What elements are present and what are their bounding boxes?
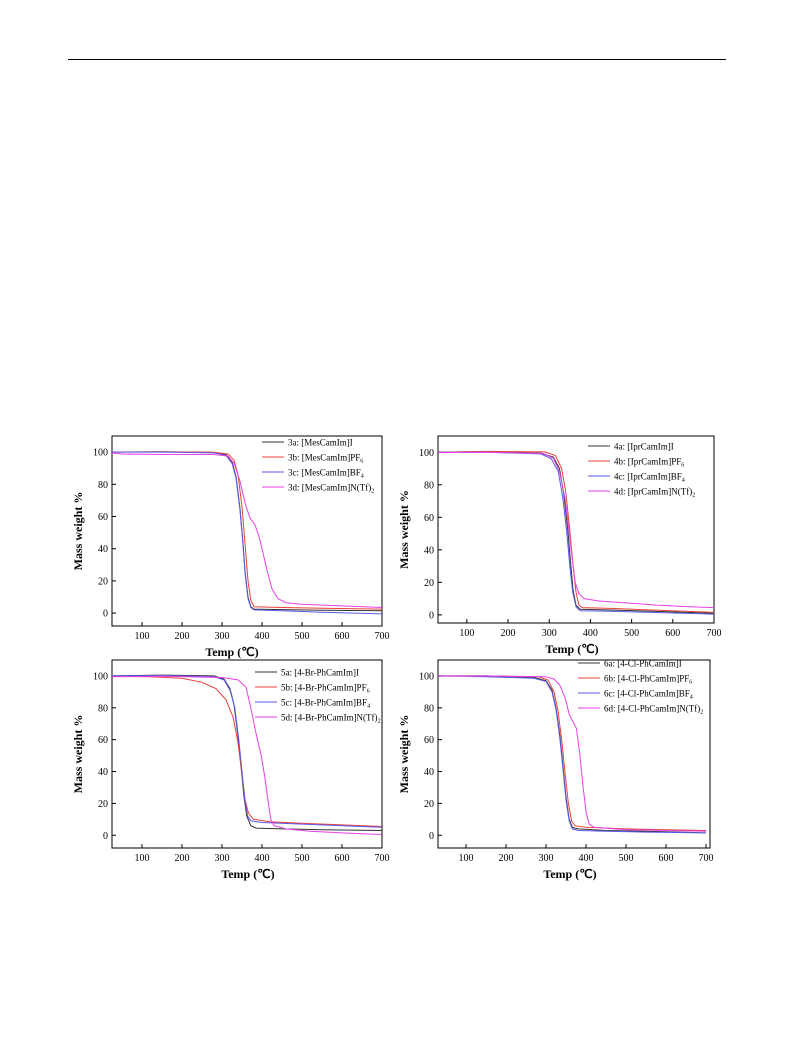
series-line-3b bbox=[111, 451, 383, 610]
series-line-4c bbox=[438, 451, 715, 615]
legend-entry: 3b: [MesCamIm]PF6 bbox=[288, 453, 363, 465]
x-tick-label: 500 bbox=[624, 628, 639, 639]
y-tick-label: 0 bbox=[429, 610, 434, 621]
x-tick-label: 500 bbox=[295, 631, 310, 642]
plot-frame bbox=[437, 435, 715, 624]
y-tick-label: 100 bbox=[419, 671, 434, 682]
series-line-6a bbox=[438, 675, 707, 834]
y-tick-label: 100 bbox=[93, 448, 108, 459]
x-tick-label: 100 bbox=[459, 628, 474, 639]
legend-entry: 6c: [4-Cl-PhCamIm]BF4 bbox=[604, 689, 693, 701]
x-axis-label: Temp (℃) bbox=[545, 642, 598, 656]
series-line-5d bbox=[111, 675, 383, 835]
x-tick-label: 700 bbox=[707, 628, 722, 639]
plot-frame bbox=[111, 659, 383, 849]
y-tick-label: 40 bbox=[98, 767, 108, 778]
x-tick-label: 700 bbox=[375, 853, 390, 864]
x-tick-label: 300 bbox=[542, 628, 557, 639]
legend-entry: 5a: [4-Br-PhCamIm]I bbox=[281, 668, 359, 678]
series-line-3d bbox=[111, 452, 383, 608]
legend-entry: 3c: [MesCamIm]BF4 bbox=[288, 468, 364, 480]
plot-frame bbox=[111, 435, 383, 627]
x-tick-label: 400 bbox=[255, 853, 270, 864]
series-line-6c bbox=[437, 675, 707, 834]
chart-panel-c: 100 200 300 400 500 600 700 0 20 40 60 80 100 Temp (℃… bbox=[71, 659, 390, 881]
x-tick-label: 100 bbox=[135, 853, 150, 864]
x-tick-label: 400 bbox=[255, 631, 270, 642]
x-tick-label: 200 bbox=[175, 853, 190, 864]
legend-entry: 4d: [IprCamIm]N(Tf)2 bbox=[614, 487, 695, 499]
y-tick-label: 60 bbox=[424, 513, 434, 524]
plot-frame bbox=[437, 659, 711, 849]
y-axis-label: Mass weight % bbox=[397, 715, 411, 794]
x-tick-label: 600 bbox=[665, 628, 680, 639]
header-rule bbox=[68, 59, 726, 60]
x-axis-label: Temp (℃) bbox=[543, 867, 596, 881]
legend-entry: 4c: [IprCamIm]BF4 bbox=[614, 472, 685, 484]
y-tick-label: 80 bbox=[424, 480, 434, 491]
x-tick-label: 300 bbox=[215, 631, 230, 642]
x-tick-label: 600 bbox=[335, 853, 350, 864]
y-tick-label: 80 bbox=[424, 703, 434, 714]
x-tick-label: 700 bbox=[699, 853, 714, 864]
x-tick-label: 500 bbox=[295, 853, 310, 864]
x-tick-label: 500 bbox=[619, 853, 634, 864]
x-tick-label: 100 bbox=[459, 853, 474, 864]
y-tick-label: 40 bbox=[98, 544, 108, 555]
x-tick-label: 300 bbox=[539, 853, 554, 864]
x-tick-label: 400 bbox=[579, 853, 594, 864]
chart-panel-b: 100 200 300 400 500 600 700 0 20 40 60 80 100 Temp (℃… bbox=[397, 435, 722, 656]
y-tick-label: 0 bbox=[103, 609, 108, 620]
y-tick-label: 60 bbox=[98, 735, 108, 746]
series-line-3c bbox=[112, 451, 383, 615]
legend-entry: 6b: [4-Cl-PhCamIm]PF6 bbox=[604, 674, 692, 686]
y-axis-label: Mass weight % bbox=[397, 490, 411, 569]
series-line-6b bbox=[438, 675, 707, 831]
x-tick-label: 100 bbox=[135, 631, 150, 642]
y-tick-label: 20 bbox=[98, 799, 108, 810]
y-tick-label: 60 bbox=[424, 735, 434, 746]
y-axis-label: Mass weight % bbox=[71, 715, 85, 794]
chart-panel-a: 100 200 300 400 500 600 700 0 20 40 60 80 100 Temp (℃… bbox=[71, 435, 390, 659]
y-tick-label: 20 bbox=[424, 799, 434, 810]
x-axis-label: Temp (℃) bbox=[205, 645, 258, 659]
x-tick-label: 600 bbox=[659, 853, 674, 864]
x-tick-label: 600 bbox=[335, 631, 350, 642]
y-tick-label: 20 bbox=[98, 576, 108, 587]
y-axis-label: Mass weight % bbox=[71, 492, 85, 571]
legend-entry: 3d: [MesCamIm]N(Tf)2 bbox=[288, 483, 374, 495]
x-tick-label: 400 bbox=[583, 628, 598, 639]
y-tick-label: 0 bbox=[429, 831, 434, 842]
y-tick-label: 100 bbox=[93, 671, 108, 682]
legend-entry: 4b: [IprCamIm]PF6 bbox=[614, 457, 684, 469]
legend-entry: 5b: [4-Br-PhCamIm]PF6 bbox=[281, 683, 370, 695]
x-tick-label: 700 bbox=[375, 631, 390, 642]
legend-entry: 5c: [4-Br-PhCamIm]BF4 bbox=[281, 698, 370, 710]
legend-entry: 4a: [IprCamIm]I bbox=[614, 442, 674, 452]
series-line-5b bbox=[111, 675, 383, 827]
series-line-4d bbox=[437, 451, 715, 609]
x-axis-label: Temp (℃) bbox=[221, 867, 274, 881]
legend-entry: 6d: [4-Cl-PhCamIm]N(Tf)2 bbox=[604, 704, 703, 716]
x-tick-label: 200 bbox=[499, 853, 514, 864]
y-tick-label: 100 bbox=[419, 448, 434, 459]
y-tick-label: 80 bbox=[98, 703, 108, 714]
legend-entry: 6a: [4-Cl-PhCamIm]I bbox=[604, 659, 682, 669]
y-tick-label: 40 bbox=[424, 545, 434, 556]
x-tick-label: 200 bbox=[175, 631, 190, 642]
chart-panel-d: 100 200 300 400 500 600 700 0 20 40 60 80 100 Temp (℃… bbox=[397, 659, 714, 882]
y-tick-label: 60 bbox=[98, 512, 108, 523]
y-tick-label: 20 bbox=[424, 578, 434, 589]
series-line-6d bbox=[437, 675, 707, 832]
y-tick-label: 0 bbox=[103, 831, 108, 842]
x-tick-label: 300 bbox=[215, 853, 230, 864]
y-tick-label: 40 bbox=[424, 767, 434, 778]
y-tick-label: 80 bbox=[98, 480, 108, 491]
x-tick-label: 200 bbox=[501, 628, 516, 639]
legend-entry: 5d: [4-Br-PhCamIm]N(Tf)2 bbox=[281, 713, 381, 725]
legend-entry: 3a: [MesCamIm]I bbox=[288, 438, 353, 448]
